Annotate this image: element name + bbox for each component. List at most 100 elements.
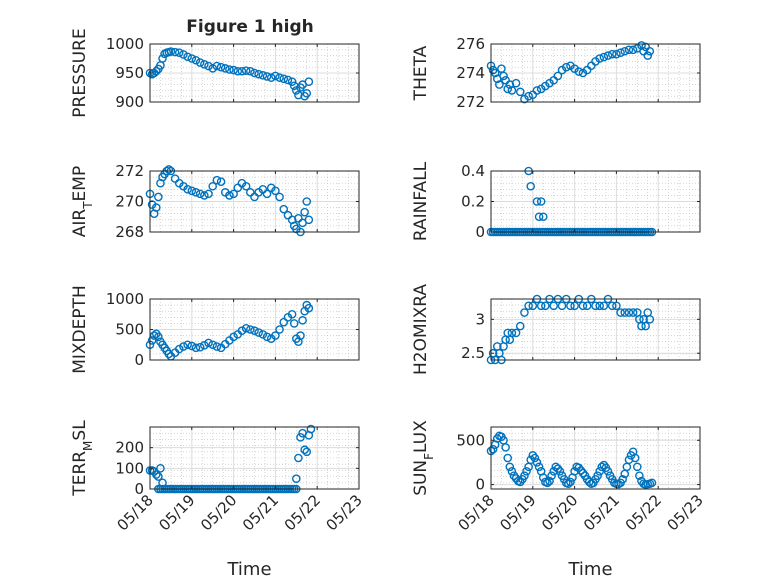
data-point	[147, 336, 157, 345]
data-point	[208, 181, 217, 191]
data-point	[237, 326, 247, 336]
data-point	[158, 478, 167, 488]
data-point	[511, 78, 521, 88]
data-point	[191, 55, 201, 65]
axes-box	[149, 426, 360, 490]
data-point	[628, 45, 638, 55]
data-point	[246, 325, 255, 334]
data-point	[287, 309, 297, 319]
data-point	[179, 342, 188, 351]
data-point	[302, 89, 312, 98]
data-point	[262, 189, 272, 199]
y-tick-label: 3	[475, 310, 485, 328]
y-axis-label: PRESSURE	[70, 28, 90, 117]
data-point	[300, 207, 309, 217]
y-tick-label: 2.5	[461, 344, 485, 362]
data-point	[291, 474, 301, 483]
data-point	[635, 471, 644, 481]
data-point	[507, 328, 517, 338]
data-point	[229, 332, 238, 342]
y-tick-label: 1000	[106, 35, 144, 53]
data-point	[191, 188, 201, 197]
data-point	[304, 215, 314, 225]
subplot-5: 0 500 1000 MIXDEPTH	[70, 285, 360, 374]
data-point	[597, 462, 607, 472]
subplot-6: 2.5 3 H2OMIXRA	[411, 284, 701, 375]
data-point	[187, 54, 197, 63]
data-point	[530, 453, 540, 463]
data-point	[262, 72, 272, 81]
data-point	[283, 75, 293, 85]
data-point	[279, 204, 289, 214]
data-point	[302, 447, 312, 457]
data-point	[612, 49, 621, 59]
data-point	[237, 66, 247, 76]
data-point	[557, 301, 567, 311]
data-point	[275, 325, 284, 334]
data-point	[183, 340, 192, 350]
y-tick-label: 100	[115, 459, 144, 477]
figure-title: Figure 1 high	[186, 17, 314, 37]
data-point	[612, 301, 621, 311]
data-point	[595, 301, 604, 311]
data-point	[624, 308, 634, 317]
data-point	[246, 66, 255, 76]
data-point	[591, 301, 600, 311]
subplot-4: 0 0.2 0.4 RAINFALL	[411, 161, 701, 241]
y-tick-label: 272	[456, 93, 485, 111]
data-point	[532, 458, 542, 467]
data-point	[507, 86, 517, 95]
data-point	[603, 466, 613, 476]
data-series	[145, 300, 314, 361]
data-point	[254, 328, 263, 337]
data-point	[618, 474, 627, 484]
data-point	[225, 65, 234, 74]
data-series	[145, 165, 314, 237]
data-point	[275, 192, 284, 202]
data-point	[279, 317, 289, 327]
data-point	[522, 466, 531, 476]
data-point	[647, 478, 657, 488]
data-point	[607, 301, 617, 311]
data-point	[536, 197, 546, 206]
data-point	[536, 301, 546, 311]
data-point	[258, 330, 268, 339]
data-point	[241, 323, 251, 333]
data-point	[306, 424, 316, 434]
data-point	[549, 301, 559, 311]
data-point	[208, 64, 217, 73]
data-point	[204, 189, 213, 199]
data-point	[501, 443, 510, 452]
data-point	[547, 471, 556, 481]
data-point	[200, 191, 209, 200]
y-tick-label: 270	[115, 193, 144, 211]
data-point	[156, 464, 165, 473]
data-point	[287, 77, 297, 86]
data-point	[603, 51, 613, 60]
data-point	[225, 191, 234, 200]
y-tick-label: 500	[456, 431, 485, 449]
data-point	[298, 316, 307, 325]
data-point	[595, 466, 604, 476]
y-axis-label: RAINFALL	[411, 161, 431, 241]
y-axis-label: TERRMSL	[70, 420, 95, 497]
data-point	[595, 54, 604, 63]
data-point	[566, 301, 575, 311]
data-point	[488, 444, 498, 454]
data-point	[216, 177, 226, 186]
y-axis-label: H2OMIXRA	[411, 284, 431, 375]
subplot-1: 900 950 1000 PRESSURE	[70, 28, 360, 118]
data-point	[151, 470, 161, 479]
data-point	[538, 212, 548, 222]
data-point	[302, 197, 312, 206]
data-point	[187, 341, 197, 351]
y-tick-label: 0	[475, 476, 485, 494]
data-point	[151, 203, 161, 212]
data-point	[566, 477, 575, 487]
y-axis-label: AIRTEMP	[70, 166, 95, 237]
data-point	[528, 301, 538, 311]
y-axis-label: SUNFLUX	[411, 420, 436, 496]
data-point	[515, 87, 525, 97]
data-point	[296, 331, 305, 340]
